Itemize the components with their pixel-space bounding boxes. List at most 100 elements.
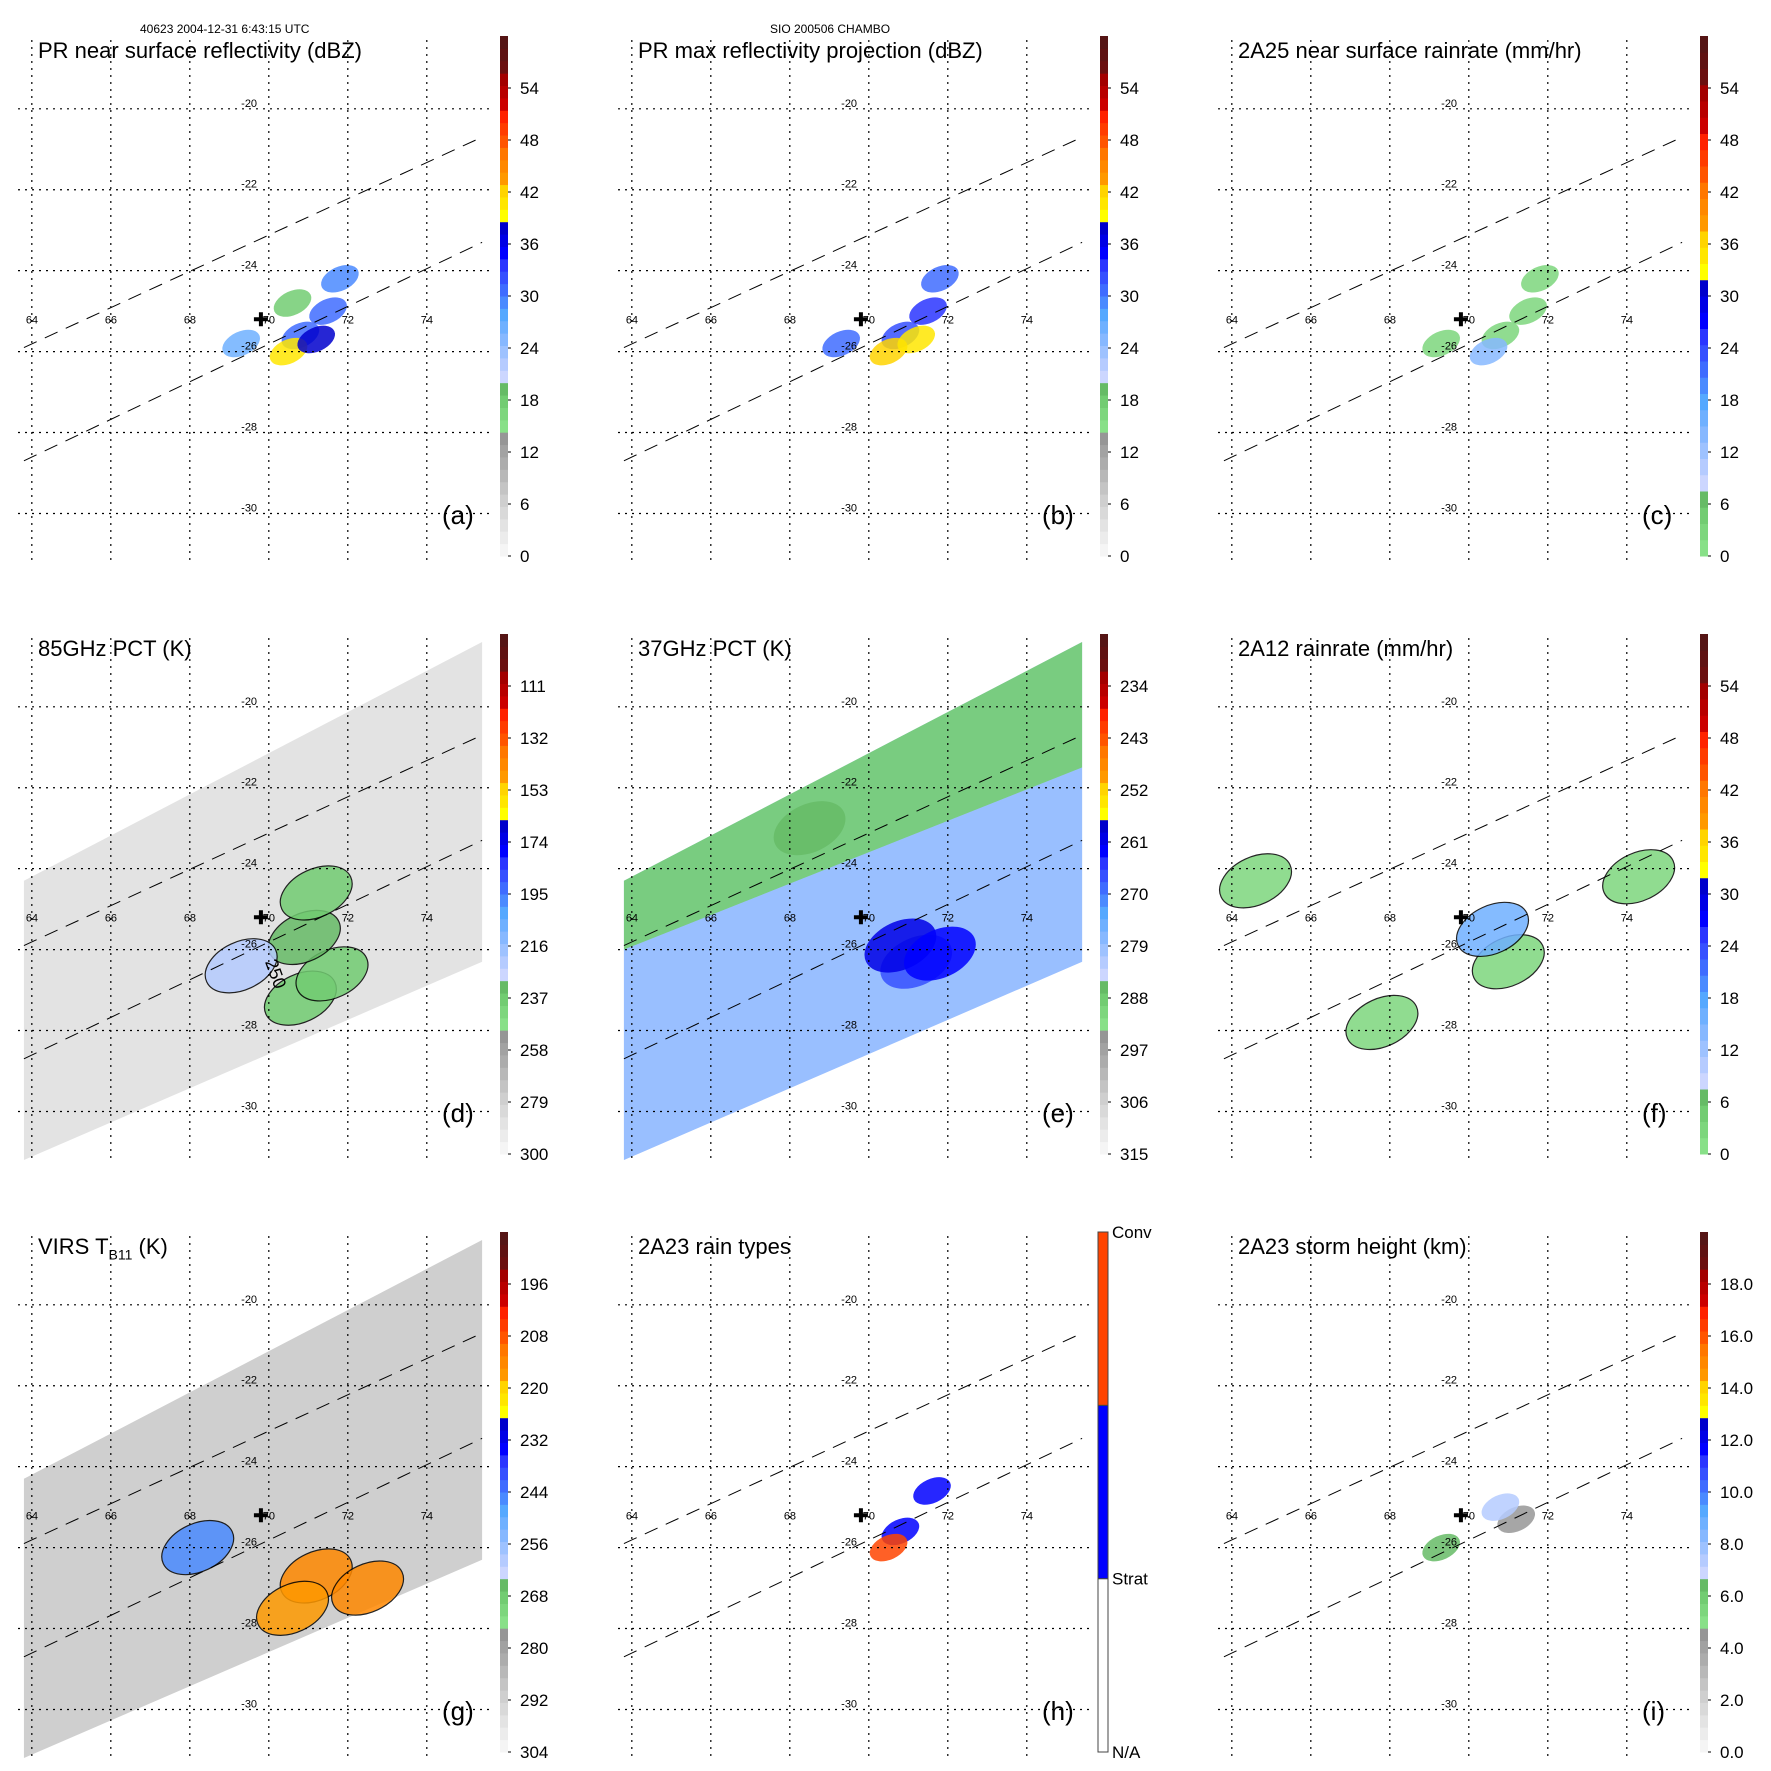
- colorbar-bin: [1700, 312, 1708, 329]
- colorbar-bin: [1700, 1343, 1708, 1357]
- colorbar-bin: [1700, 1430, 1708, 1443]
- colorbar-bin: [1100, 370, 1108, 384]
- colorbar-bin: [1100, 1042, 1108, 1056]
- colorbar-tick-label: 8.0: [1720, 1535, 1744, 1554]
- colorbar-bin: [500, 1516, 508, 1530]
- colorbar-bin: [1700, 1368, 1708, 1382]
- colorbar-bin: [1700, 328, 1708, 346]
- colorbar-bin: [1700, 344, 1708, 362]
- colorbar-bin: [1100, 906, 1108, 920]
- colorbar-bin: [1100, 36, 1108, 49]
- map-e: 64 66 68 70 72 74-20-22-24-26-28-303153062972…: [618, 634, 1148, 1164]
- lat-tick-label: -24: [241, 260, 257, 272]
- colorbar-bin: [1100, 320, 1108, 334]
- colorbar-bin: [1700, 1417, 1708, 1431]
- lon-tick-label: 68: [184, 912, 196, 924]
- colorbar-tick-label: 288: [1120, 989, 1148, 1008]
- colorbar-bin: [1700, 149, 1708, 167]
- colorbar-bin: [1100, 720, 1108, 734]
- colorbar-tick-label: 48: [1720, 131, 1739, 150]
- colorbar-bin: [500, 1030, 508, 1044]
- colorbar-bin: [500, 209, 508, 223]
- colorbar-bin: [500, 135, 508, 148]
- colorbar-bin: [500, 48, 508, 62]
- colorbar-bin: [1700, 975, 1708, 992]
- pr-swath-edge: [623, 136, 1083, 349]
- colorbar-bin: [1100, 196, 1108, 210]
- colorbar-tick-label: 36: [1720, 833, 1739, 852]
- colorbar-bin: [1700, 1442, 1708, 1456]
- lat-tick-label: -22: [841, 777, 857, 789]
- colorbar-bin: [1700, 458, 1708, 476]
- colorbar-bin: [500, 246, 508, 260]
- colorbar-bin: [1100, 209, 1108, 223]
- colorbar-tick-label: 0: [1720, 547, 1729, 566]
- colorbar-tick-label: 6: [1720, 1093, 1729, 1112]
- colorbar-bin: [1100, 869, 1108, 883]
- colorbar-bin: [1700, 894, 1708, 911]
- pr-swath-edge: [1223, 734, 1683, 947]
- lon-tick-label: 74: [421, 314, 433, 326]
- colorbar-bin: [500, 1442, 508, 1456]
- colorbar-bin: [1700, 393, 1708, 411]
- colorbar-bin: [1700, 1578, 1708, 1592]
- colorbar-bin: [1700, 117, 1708, 134]
- colorbar-bin: [500, 733, 508, 746]
- colorbar-bin: [1100, 48, 1108, 62]
- lon-tick-label: 66: [1305, 1510, 1317, 1522]
- colorbar-bin: [500, 1079, 508, 1093]
- pr-swath-edge: [23, 136, 483, 349]
- colorbar-bin: [500, 333, 508, 347]
- lat-tick-label: -24: [841, 858, 857, 870]
- colorbar-bin: [1100, 246, 1108, 260]
- colorbar-bin: [1100, 110, 1108, 124]
- pr-swath-edge: [23, 839, 483, 1060]
- lat-tick-label: -28: [841, 422, 857, 434]
- colorbar-bin: [1100, 1129, 1108, 1143]
- colorbar-bin: [1700, 507, 1708, 524]
- colorbar-bin: [1700, 426, 1708, 443]
- lat-tick-label: -24: [1441, 858, 1457, 870]
- colorbar-bin: [500, 943, 508, 957]
- lon-tick-label: 64: [626, 912, 638, 924]
- colorbar-bin: [1100, 1141, 1108, 1155]
- colorbar-tick-label: 258: [520, 1041, 548, 1060]
- colorbar-bin: [1100, 97, 1108, 111]
- colorbar-bin: [500, 308, 508, 322]
- storm-center-marker: [853, 910, 868, 925]
- colorbar-bin: [500, 894, 508, 907]
- lat-tick-label: -30: [841, 1698, 857, 1710]
- lat-tick-label: -28: [241, 1020, 257, 1032]
- lon-tick-label: 66: [1305, 314, 1317, 326]
- colorbar-tick-label: 268: [520, 1587, 548, 1606]
- colorbar-bin: [500, 770, 508, 784]
- colorbar-bin: [1700, 1024, 1708, 1041]
- colorbar-tick-label: 261: [1120, 833, 1148, 852]
- colorbar-bin: [500, 658, 508, 672]
- colorbar-segment: [1097, 1578, 1109, 1753]
- data-cell: [1521, 264, 1559, 293]
- colorbar-bin: [1100, 308, 1108, 322]
- lat-tick-label: -30: [241, 1100, 257, 1112]
- colorbar-tick-label: 216: [520, 937, 548, 956]
- map-b: 64 66 68 70 72 74-20-22-24-26-28-300612182430…: [618, 36, 1139, 566]
- colorbar-tick-label: 6: [1120, 495, 1129, 514]
- panel-h: 64 66 68 70 72 74 -20 -22 -24 -26 -28 -30 N/A Strat Co…: [600, 1223, 1152, 1762]
- map-g: 64 66 68 70 72 74-20-22-24-26-28-303042922802…: [18, 1232, 548, 1762]
- colorbar-bin: [500, 147, 508, 161]
- colorbar-tick-label: 4.0: [1720, 1639, 1744, 1658]
- lon-tick-label: 72: [342, 314, 354, 326]
- data-cell: [897, 325, 936, 354]
- lon-tick-label: 74: [421, 1510, 433, 1522]
- colorbar-bin: [1100, 980, 1108, 994]
- colorbar-bin: [1100, 395, 1108, 408]
- colorbar-bin: [1700, 991, 1708, 1009]
- colorbar-bin: [500, 258, 508, 272]
- colorbar-tick-label: 306: [1120, 1093, 1148, 1112]
- colorbar-bin: [1700, 166, 1708, 183]
- colorbar-segment: [1097, 1231, 1109, 1406]
- colorbar-bin: [1100, 634, 1108, 647]
- colorbar-bin: [500, 172, 508, 186]
- lat-tick-label: -20: [841, 696, 857, 708]
- colorbar-bin: [1700, 1293, 1708, 1307]
